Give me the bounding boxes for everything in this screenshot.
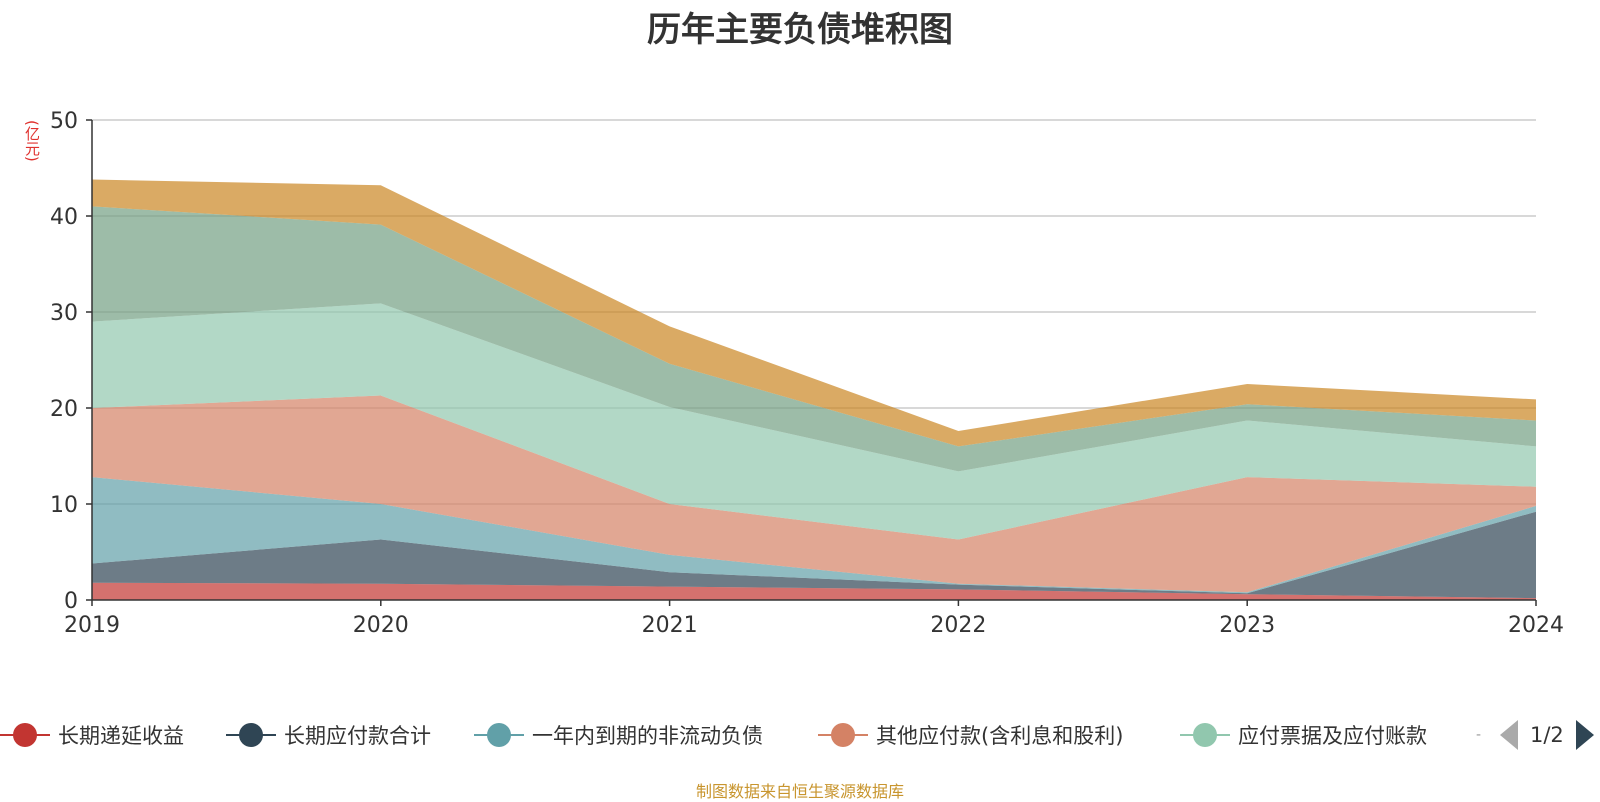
y-tick-label: 0 [64,589,78,614]
x-tick-label: 2024 [1508,613,1564,638]
legend-overflow-marker: - [1476,727,1482,743]
area-series-2 [92,477,1536,594]
area-series-6 [92,179,1536,447]
legend-marker-icon [0,718,50,752]
legend-item-2[interactable]: 一年内到期的非流动负债 [474,718,763,752]
legend-item-3[interactable]: 其他应付款(含利息和股利) [818,718,1123,752]
area-series-3 [92,395,1536,593]
legend-marker-icon [226,718,276,752]
area-series-5 [92,206,1536,472]
legend-label: 应付票据及应付账款 [1238,724,1427,748]
y-tick-label: 50 [50,109,78,134]
y-axis-unit: (亿元) [23,120,41,162]
chart-canvas: 0 10 20 30 40 50 2019 2020 2021 2022 2023 2024 [50,109,1564,638]
y-tick-label: 40 [50,205,78,230]
next-page-icon[interactable] [1575,720,1594,750]
legend-marker-icon [818,718,868,752]
chart-title: 历年主要负债堆积图 [647,10,953,50]
legend-page-indicator: 1/2 [1530,723,1564,747]
area-series-0 [92,582,1536,600]
legend-label: 长期递延收益 [58,724,184,748]
legend-marker-icon [474,718,524,752]
legend-item-4[interactable]: 应付票据及应付账款 [1180,718,1427,752]
area-series-1 [92,511,1536,599]
y-tick-label: 10 [50,493,78,518]
legend-item-1[interactable]: 长期应付款合计 [226,718,431,752]
legend-label: 一年内到期的非流动负债 [532,724,763,748]
area-series-4 [92,303,1536,540]
previous-page-icon[interactable] [1500,720,1518,750]
legend: 长期递延收益 长期应付款合计 一年内到期的非流动负债 其他应付款(含利息和股利)… [0,718,1600,752]
x-tick-label: 2019 [64,613,120,638]
legend-label: 其他应付款(含利息和股利) [876,724,1124,748]
x-tick-label: 2023 [1219,613,1275,638]
legend-pager: 1/2 [1500,718,1594,752]
x-tick-label: 2021 [642,613,698,638]
x-tick-label: 2022 [930,613,986,638]
legend-marker-icon [1180,718,1230,752]
legend-label: 长期应付款合计 [284,724,431,748]
x-tick-label: 2020 [353,613,409,638]
y-tick-label: 30 [50,301,78,326]
y-tick-label: 20 [50,397,78,422]
legend-item-0[interactable]: 长期递延收益 [0,718,184,752]
data-source-note: 制图数据来自恒生聚源数据库 [695,782,904,801]
